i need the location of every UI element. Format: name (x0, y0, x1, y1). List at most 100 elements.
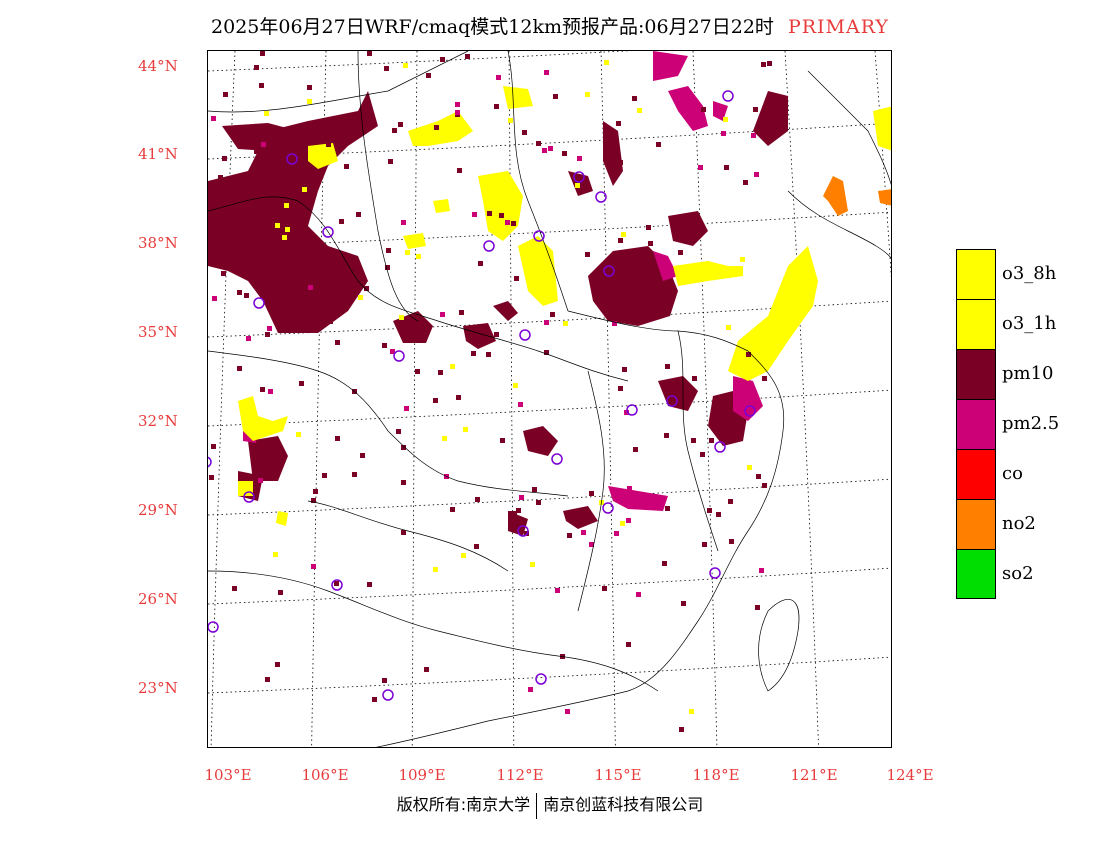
pm10-area (553, 94, 558, 99)
pm10-area (755, 605, 760, 610)
pm25-area (627, 486, 632, 491)
border-line (208, 51, 469, 113)
monitoring-stations (208, 90, 756, 701)
pm10-area (465, 54, 470, 59)
pm10-area (401, 530, 406, 535)
pm10-area (471, 351, 476, 356)
legend-label: no2 (1002, 513, 1036, 534)
pm10-area (424, 667, 429, 672)
pm10-area (388, 159, 393, 164)
o3-area (358, 295, 363, 300)
pm10-area (511, 221, 516, 226)
pollution-map[interactable] (208, 51, 892, 748)
pm10-area (656, 142, 661, 147)
border-line (437, 320, 629, 382)
pm10-area (299, 381, 304, 386)
pm10-area (326, 142, 331, 147)
border-line (507, 51, 569, 312)
o3-area (276, 511, 288, 526)
o3-area (740, 257, 745, 262)
pm25-area (212, 296, 217, 301)
pm10-area (244, 293, 249, 298)
pm25-area (612, 321, 617, 326)
pm10-area (245, 136, 250, 141)
pm10-area (494, 104, 499, 109)
pm10-area (728, 499, 733, 504)
o3-area (442, 436, 447, 441)
o3-area (728, 246, 818, 381)
pm10-area (692, 376, 697, 381)
legend-swatch (956, 249, 996, 299)
pm10-area (382, 678, 387, 683)
pm10-area (401, 480, 406, 485)
pm25-area (721, 131, 726, 136)
pm25-area (713, 101, 728, 121)
pm10-area (622, 259, 627, 264)
pm10-area (364, 286, 369, 291)
o3-area (238, 396, 288, 441)
station-marker (517, 525, 529, 537)
border-line (376, 350, 785, 747)
o3-area (273, 552, 278, 557)
pm10-area (563, 506, 598, 529)
pm10-area (352, 472, 357, 477)
pm10-area (434, 125, 439, 130)
pm10-area (248, 436, 288, 481)
o3-area (264, 111, 269, 116)
pm10-area (254, 149, 259, 154)
longitude-gridline (210, 51, 236, 747)
legend-swatch (956, 449, 996, 499)
lat-label: 29°N (138, 501, 178, 519)
pm10-area (622, 367, 627, 372)
station-marker (519, 329, 531, 341)
station-marker (331, 579, 343, 591)
pm10-area (761, 62, 766, 67)
pm10-area (523, 426, 558, 456)
footer-divider (536, 792, 538, 819)
legend-item: so2 (956, 549, 1096, 599)
pm10-area (602, 586, 607, 591)
o3-area (513, 383, 518, 388)
pm10-area (209, 475, 214, 480)
o3-area (585, 92, 590, 97)
pm25-area (390, 349, 395, 354)
pm10-area (260, 51, 265, 56)
pm25-area (555, 588, 560, 593)
pm10-area (386, 248, 391, 253)
pm10-area (536, 141, 541, 146)
border-line (208, 570, 439, 632)
longitude-gridline (874, 51, 891, 279)
pm10-area (223, 196, 228, 201)
pm10-area (222, 156, 227, 161)
legend: o3_8h o3_1h pm10 pm2.5 co no2 so2 (956, 249, 1096, 599)
pm10-area (767, 61, 772, 66)
pm25-area (668, 86, 708, 131)
o3-area (673, 261, 743, 286)
o3-area (620, 521, 625, 526)
pm10-area (295, 146, 300, 151)
border-line (357, 51, 419, 322)
o3-area (563, 321, 568, 326)
pm10-area (702, 542, 707, 547)
pm10-area (499, 213, 504, 218)
pm10-area (508, 511, 528, 536)
map-panel[interactable] (207, 50, 892, 748)
border-line (787, 190, 891, 259)
pm25-area (698, 165, 703, 170)
legend-item: pm10 (956, 349, 1096, 399)
pm10-area (356, 212, 361, 217)
legend-item: o3_1h (956, 299, 1096, 349)
legend-label: so2 (1002, 563, 1034, 584)
pm10-area (756, 474, 761, 479)
pm10-area (265, 677, 270, 682)
pm10-area (665, 364, 670, 369)
pm10-area (281, 272, 286, 277)
pm10-area (392, 128, 397, 133)
o3-area (403, 63, 408, 68)
pm25-area (653, 51, 688, 81)
pm25-area (754, 172, 759, 177)
border-line (758, 599, 800, 692)
lon-label: 109°E (398, 766, 446, 784)
pm10-area (438, 370, 443, 375)
pm10-area (487, 211, 492, 216)
